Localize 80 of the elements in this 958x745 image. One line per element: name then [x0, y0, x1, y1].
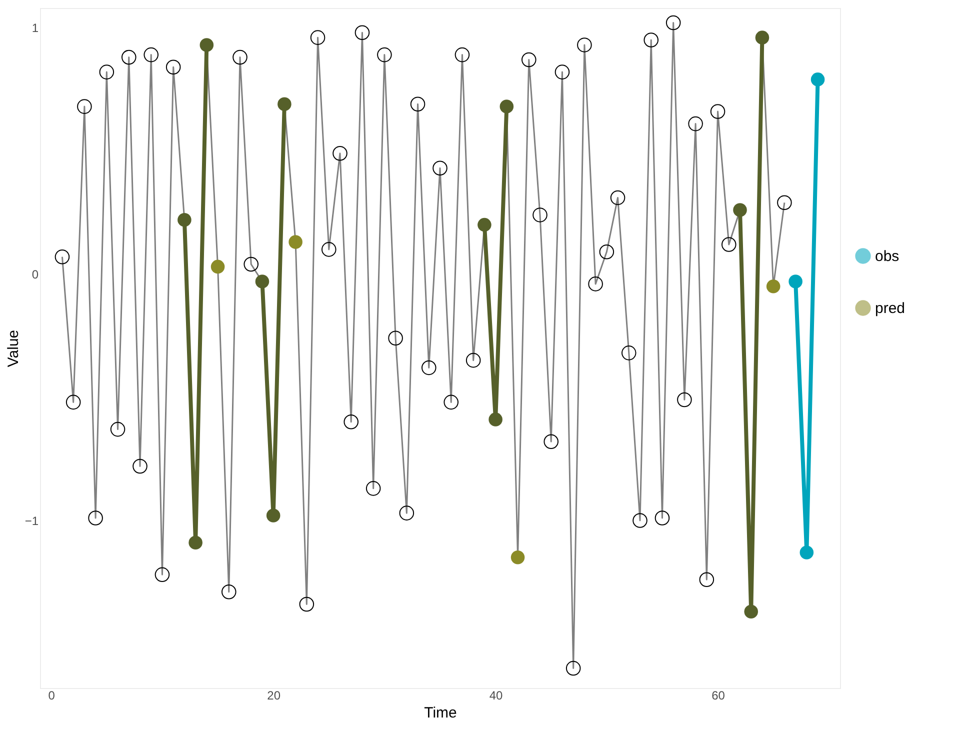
- x-tick-label: 60: [712, 688, 726, 702]
- point: [677, 392, 692, 408]
- point: [444, 394, 459, 410]
- point: [354, 25, 370, 40]
- point: [88, 510, 103, 526]
- point: [377, 47, 392, 62]
- point: [733, 203, 747, 217]
- point: [766, 280, 780, 294]
- point: [221, 584, 236, 600]
- point: [577, 38, 592, 52]
- point: [788, 274, 802, 288]
- point: [188, 536, 202, 550]
- y-tick-label: 1: [32, 21, 39, 36]
- point: [178, 213, 192, 227]
- point: [566, 660, 581, 676]
- point: [544, 434, 559, 449]
- x-axis-title: Time: [424, 704, 457, 722]
- point: [500, 100, 514, 114]
- point: [421, 360, 436, 376]
- point: [688, 116, 703, 132]
- point: [132, 458, 148, 474]
- point: [621, 346, 636, 360]
- point: [599, 244, 614, 260]
- x-tick-label: 20: [267, 688, 281, 702]
- point: [154, 567, 170, 582]
- point: [66, 394, 81, 410]
- point: [810, 72, 825, 86]
- point: [532, 208, 548, 222]
- point: [332, 146, 348, 161]
- legend-label: obs: [875, 248, 900, 265]
- point: [255, 274, 270, 288]
- point: [266, 508, 280, 522]
- point: [310, 30, 326, 45]
- point: [432, 160, 448, 176]
- point: [478, 218, 492, 232]
- point: [288, 235, 302, 249]
- point: [121, 50, 136, 65]
- point: [721, 237, 736, 252]
- point: [144, 47, 159, 62]
- point: [388, 330, 403, 346]
- point: [510, 550, 525, 564]
- point: [744, 604, 758, 618]
- point: [610, 190, 626, 206]
- point: [77, 99, 92, 114]
- point: [232, 50, 248, 65]
- point: [466, 352, 481, 368]
- point: [200, 38, 214, 52]
- point: [410, 96, 426, 112]
- point: [777, 195, 792, 210]
- point: [521, 52, 536, 68]
- point: [278, 97, 292, 111]
- point: [321, 242, 336, 257]
- x-tick-label: 40: [489, 688, 504, 702]
- y-tick-label: −1: [24, 514, 39, 528]
- point: [644, 32, 659, 48]
- point: [666, 15, 681, 30]
- x-tick-label: 0: [48, 688, 56, 702]
- point: [588, 276, 603, 292]
- point: [755, 30, 770, 44]
- point: [54, 249, 70, 264]
- point: [800, 546, 814, 560]
- point: [299, 596, 314, 612]
- point: [454, 47, 470, 62]
- point: [244, 256, 259, 272]
- point: [166, 60, 181, 75]
- point: [366, 481, 381, 496]
- legend-label: pred: [875, 300, 906, 317]
- point: [654, 510, 670, 526]
- point: [488, 412, 502, 426]
- point: [210, 260, 225, 274]
- point: [699, 572, 714, 587]
- point: [710, 104, 726, 119]
- point: [99, 64, 114, 80]
- point: [632, 513, 648, 528]
- point: [399, 506, 414, 520]
- point: [554, 64, 570, 80]
- y-tick-label: 0: [32, 268, 39, 282]
- y-axis-title: Value: [4, 330, 22, 368]
- point: [344, 414, 359, 430]
- point: [110, 422, 126, 437]
